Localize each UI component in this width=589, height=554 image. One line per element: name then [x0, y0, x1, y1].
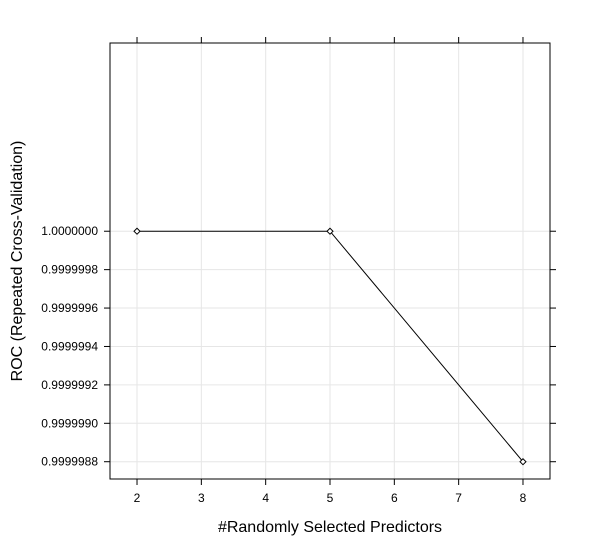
series-layer [133, 227, 527, 466]
y-axis-title: ROC (Repeated Cross-Validation) [9, 141, 26, 382]
x-axis-title: #Randomly Selected Predictors [218, 519, 442, 536]
x-tick-label: 6 [391, 491, 398, 505]
x-tick-label: 7 [455, 491, 462, 505]
data-point [326, 227, 334, 235]
grid [110, 43, 550, 479]
x-tick-label: 5 [327, 491, 334, 505]
y-tick-label: 0.9999994 [41, 339, 98, 353]
x-tick-label: 3 [198, 491, 205, 505]
y-tick-label: 0.9999998 [41, 263, 98, 277]
y-tick-label: 0.9999988 [41, 455, 98, 469]
x-tick-label: 2 [134, 491, 141, 505]
data-point [519, 458, 527, 466]
x-tick-label: 8 [520, 491, 527, 505]
y-tick-label: 0.9999990 [41, 416, 98, 430]
y-tick-label: 0.9999996 [41, 301, 98, 315]
data-point [133, 227, 141, 235]
x-tick-label: 4 [262, 491, 269, 505]
y-tick-label: 0.9999992 [41, 378, 98, 392]
ticks: 2 3 4 5 6 7 8 1.0000000 0.9999998 0.9999996 0.9999… [41, 37, 556, 505]
y-tick-label: 1.0000000 [41, 224, 98, 238]
